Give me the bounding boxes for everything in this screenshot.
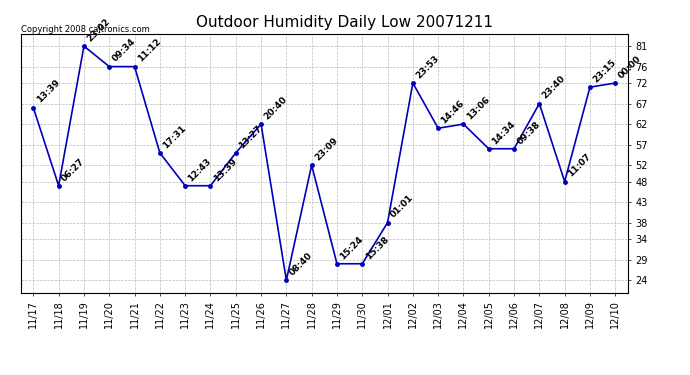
Text: 15:38: 15:38 (364, 234, 391, 261)
Text: Outdoor Humidity Daily Low 20071211: Outdoor Humidity Daily Low 20071211 (197, 15, 493, 30)
Text: 14:34: 14:34 (490, 119, 517, 146)
Text: 20:40: 20:40 (262, 95, 289, 122)
Text: 00:00: 00:00 (617, 54, 643, 80)
Text: 06:27: 06:27 (60, 156, 87, 183)
Text: 11:07: 11:07 (566, 152, 593, 179)
Text: 08:40: 08:40 (288, 251, 314, 278)
Text: 01:01: 01:01 (389, 194, 415, 220)
Text: 13:06: 13:06 (465, 95, 491, 122)
Text: 13:39: 13:39 (212, 156, 239, 183)
Text: 23:02: 23:02 (86, 17, 112, 43)
Text: 13:39: 13:39 (34, 78, 61, 105)
Text: 11:12: 11:12 (136, 37, 163, 64)
Text: 23:15: 23:15 (591, 58, 618, 84)
Text: 23:53: 23:53 (414, 54, 441, 80)
Text: Copyright 2008 caltronics.com: Copyright 2008 caltronics.com (21, 25, 150, 34)
Text: 09:38: 09:38 (515, 119, 542, 146)
Text: 15:24: 15:24 (338, 234, 365, 261)
Text: 14:46: 14:46 (440, 99, 466, 125)
Text: 13:27: 13:27 (237, 123, 264, 150)
Text: 23:40: 23:40 (541, 74, 567, 101)
Text: 09:34: 09:34 (110, 37, 137, 64)
Text: 12:43: 12:43 (186, 156, 213, 183)
Text: 17:31: 17:31 (161, 123, 188, 150)
Text: 23:09: 23:09 (313, 136, 339, 162)
